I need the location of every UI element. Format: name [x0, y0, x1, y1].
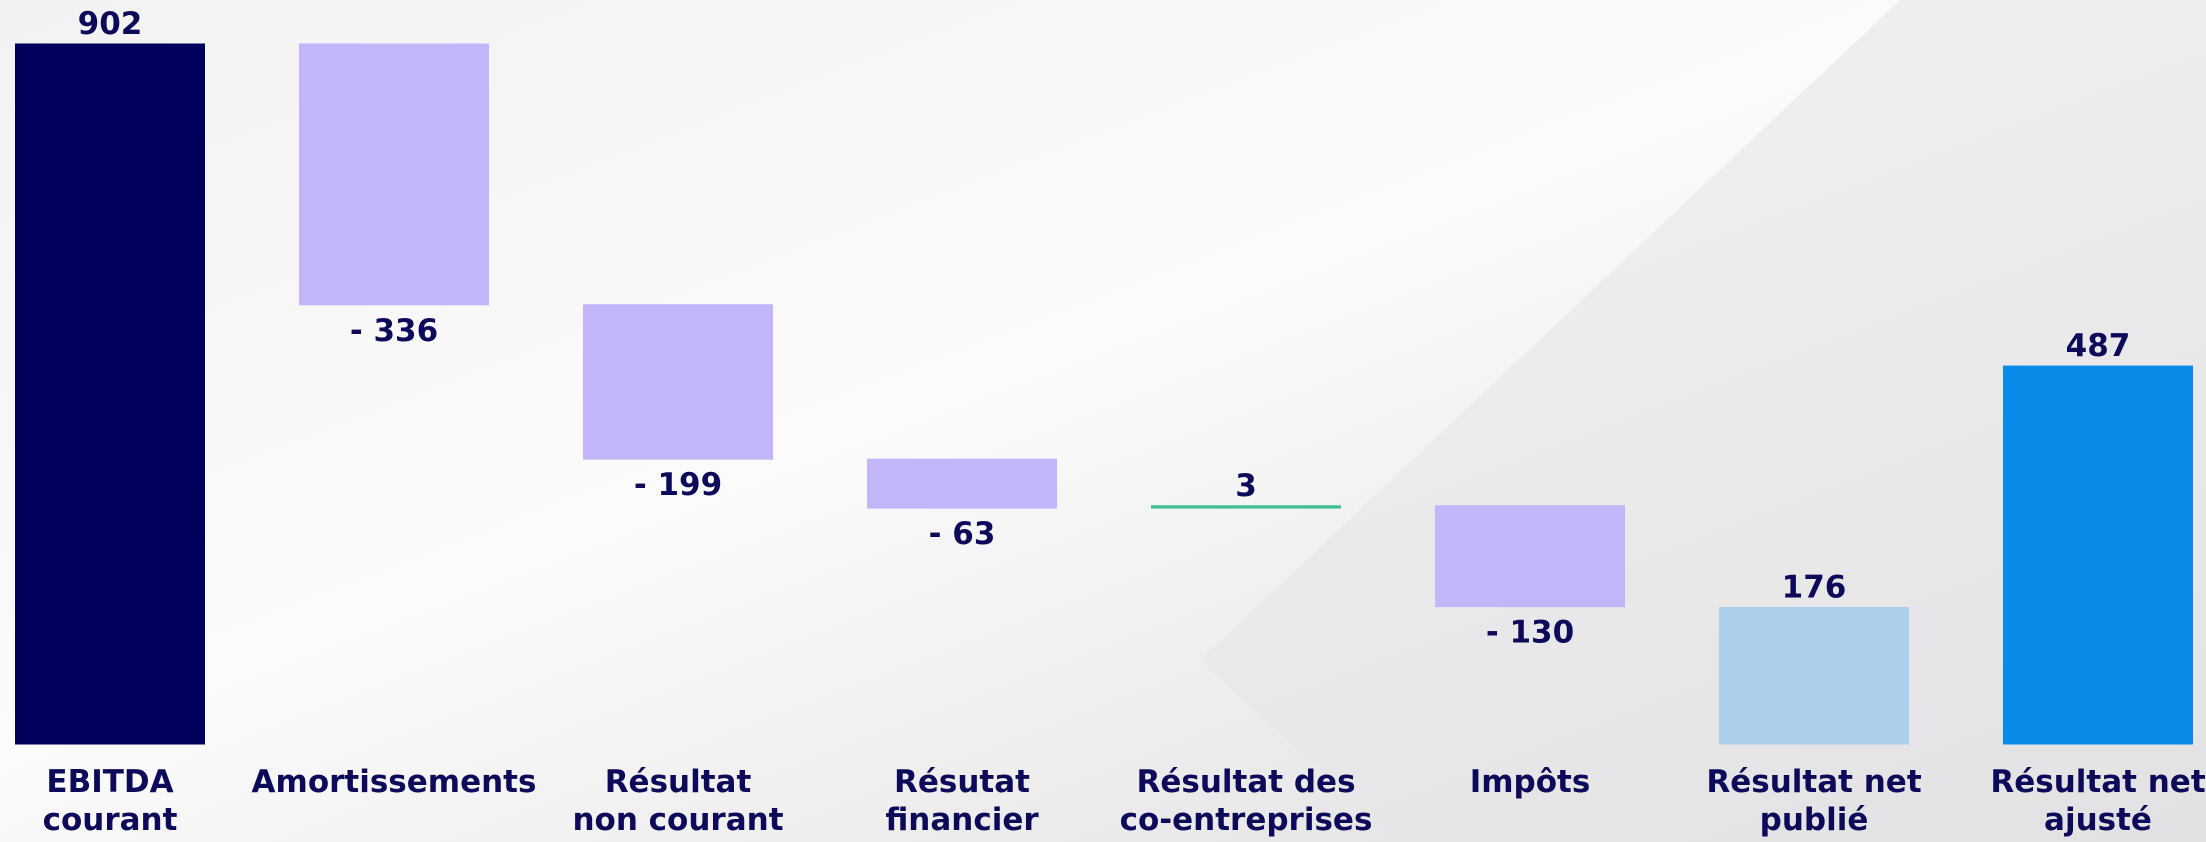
bar: [299, 43, 489, 306]
bar: [2003, 365, 2193, 745]
value-label: 487: [2066, 328, 2131, 364]
bar: [583, 304, 773, 460]
category-label: financier: [885, 802, 1039, 838]
value-label: - 63: [929, 516, 996, 552]
value-label: - 199: [634, 467, 722, 503]
bar: [1435, 505, 1625, 608]
bar: [1151, 505, 1341, 509]
background-shape: [1200, 0, 2206, 842]
bar: [1719, 606, 1909, 745]
category-label: EBITDA: [46, 764, 173, 800]
category-label: Résultat des: [1136, 764, 1355, 800]
value-label: - 336: [350, 313, 438, 349]
value-label: - 130: [1486, 615, 1574, 651]
bar: [867, 458, 1057, 509]
category-label: ajusté: [2044, 802, 2152, 838]
value-label: 176: [1782, 569, 1847, 605]
category-label: publié: [1760, 802, 1869, 838]
category-label: Résutat: [894, 764, 1030, 800]
category-label: courant: [43, 802, 178, 838]
value-label: 3: [1235, 468, 1257, 504]
category-label: Résultat net: [1706, 764, 1921, 800]
category-label: Amortissements: [252, 764, 537, 800]
category-label: co-entreprises: [1120, 802, 1373, 838]
category-label: non courant: [572, 802, 783, 838]
bar: [15, 43, 205, 745]
category-label: Résultat: [605, 764, 752, 800]
category-label: Impôts: [1470, 764, 1591, 800]
category-label: Résultat net: [1990, 764, 2205, 800]
value-label: 902: [78, 6, 143, 42]
